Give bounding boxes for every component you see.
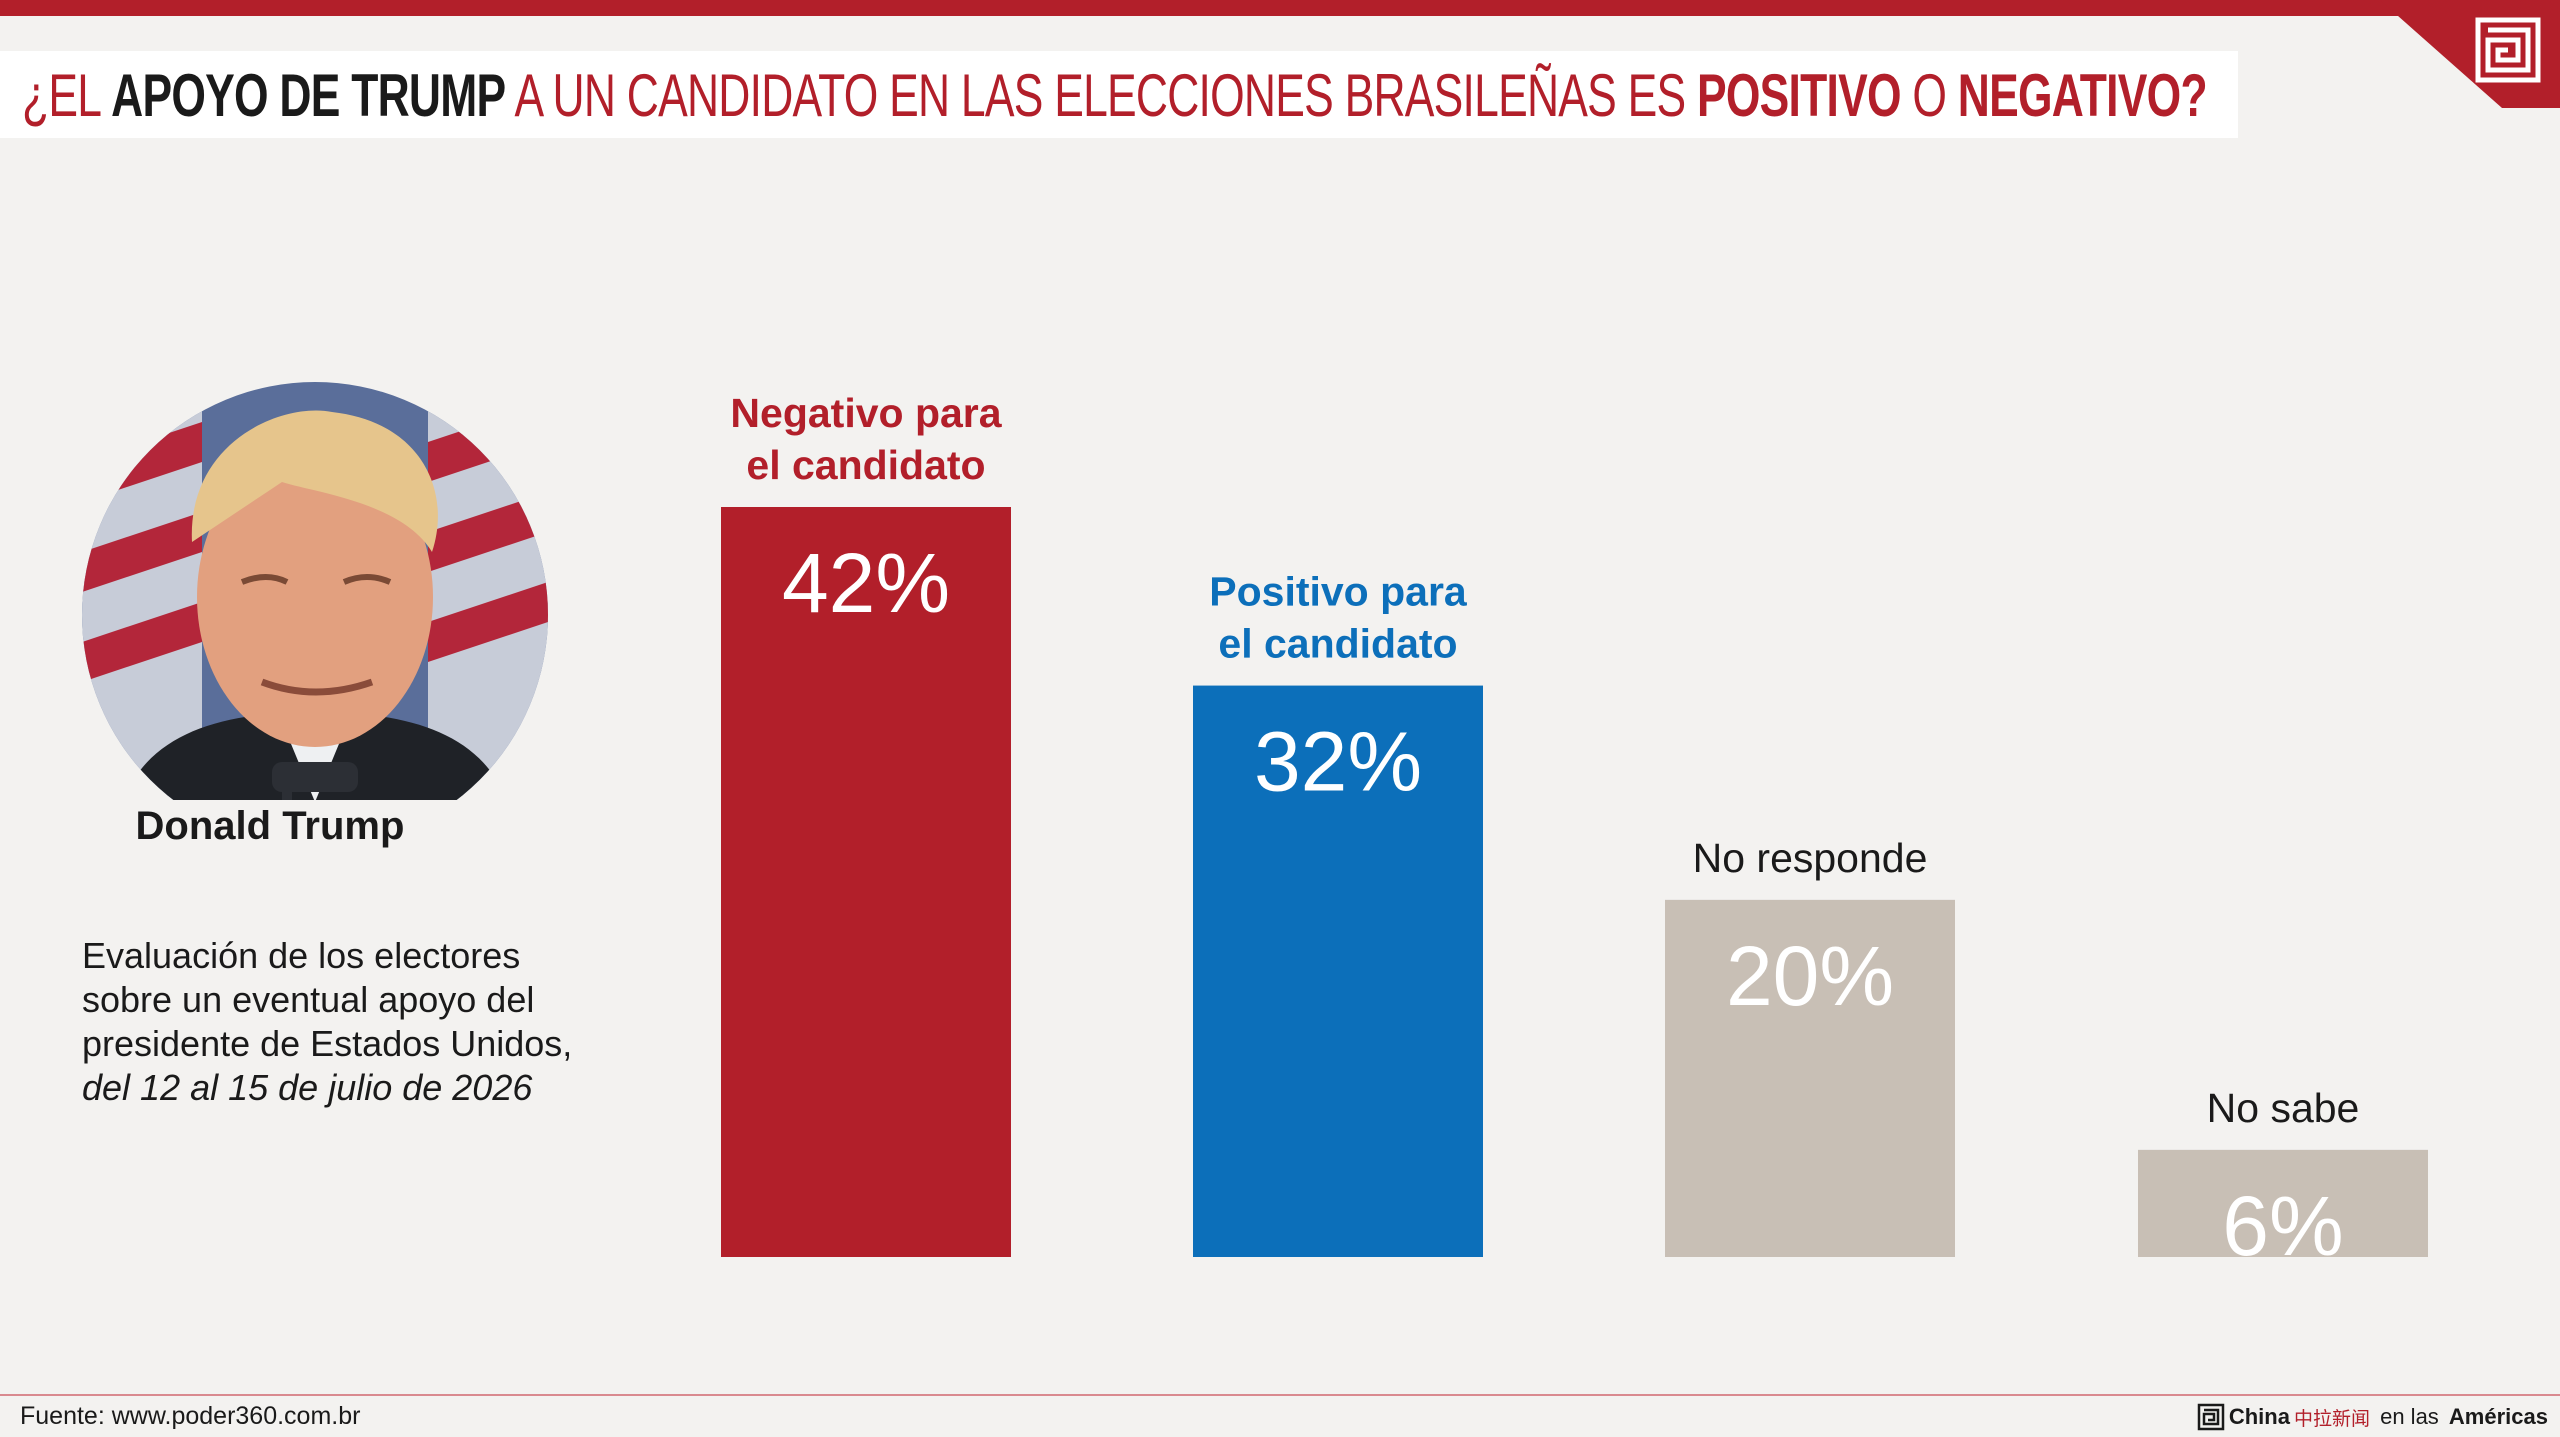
brand-chinese: 中拉新闻	[2293, 1408, 2370, 1430]
bar-3	[2138, 1149, 2428, 1257]
title-part: O	[1900, 62, 1958, 129]
title-part: ¿EL	[22, 62, 112, 129]
bar-value-label: 32%	[1254, 715, 1422, 809]
title-part-negative: NEGATIVO?	[1957, 62, 2208, 129]
maze-logo-icon	[2380, 0, 2560, 108]
title-part: A UN CANDIDATO EN LAS ELECCIONES BRASILE…	[505, 62, 1697, 129]
category-label: No responde	[1693, 835, 1928, 881]
brand-signature: China 中拉新闻 en las Américas	[2197, 1403, 2548, 1431]
bar-value-label: 42%	[782, 536, 950, 630]
bar-value-label: 20%	[1726, 929, 1894, 1023]
bar-2	[1665, 899, 1955, 1257]
brand-logo-icon	[2197, 1403, 2225, 1431]
source-credit: Fuente: www.poder360.com.br	[20, 1402, 361, 1430]
category-label: No sabe	[2207, 1085, 2360, 1131]
bar-value-label: 6%	[2222, 1179, 2343, 1273]
brand-americas: Américas	[2448, 1404, 2548, 1429]
bar-1	[1193, 685, 1483, 1257]
bar-0	[721, 507, 1011, 1257]
title-strip	[0, 51, 2238, 138]
brand-china: China	[2228, 1404, 2290, 1429]
title-part-emphasis: APOYO DE TRUMP	[111, 62, 506, 129]
brand-middle: en las	[2373, 1404, 2445, 1429]
title-part-positive: POSITIVO	[1696, 62, 1902, 129]
description-line: presidente de Estados Unidos,	[82, 1023, 573, 1064]
person-name: Donald Trump	[70, 800, 470, 853]
category-label: el candidato	[746, 442, 985, 488]
top-accent-bar	[0, 0, 2560, 16]
description-line: Evaluación de los electores	[82, 935, 521, 976]
survey-date-range: del 12 al 15 de julio de 2026	[82, 1067, 533, 1108]
category-label: Positivo para	[1209, 569, 1468, 615]
category-label: el candidato	[1218, 621, 1457, 667]
category-label: Negativo para	[730, 390, 1002, 436]
page-title: ¿EL APOYO DE TRUMP A UN CANDIDATO EN LAS…	[22, 58, 2208, 134]
footer-divider	[0, 1394, 2560, 1396]
description-line: sobre un eventual apoyo del	[82, 979, 535, 1020]
chart-description: Evaluación de los electores sobre un eve…	[82, 934, 642, 1110]
